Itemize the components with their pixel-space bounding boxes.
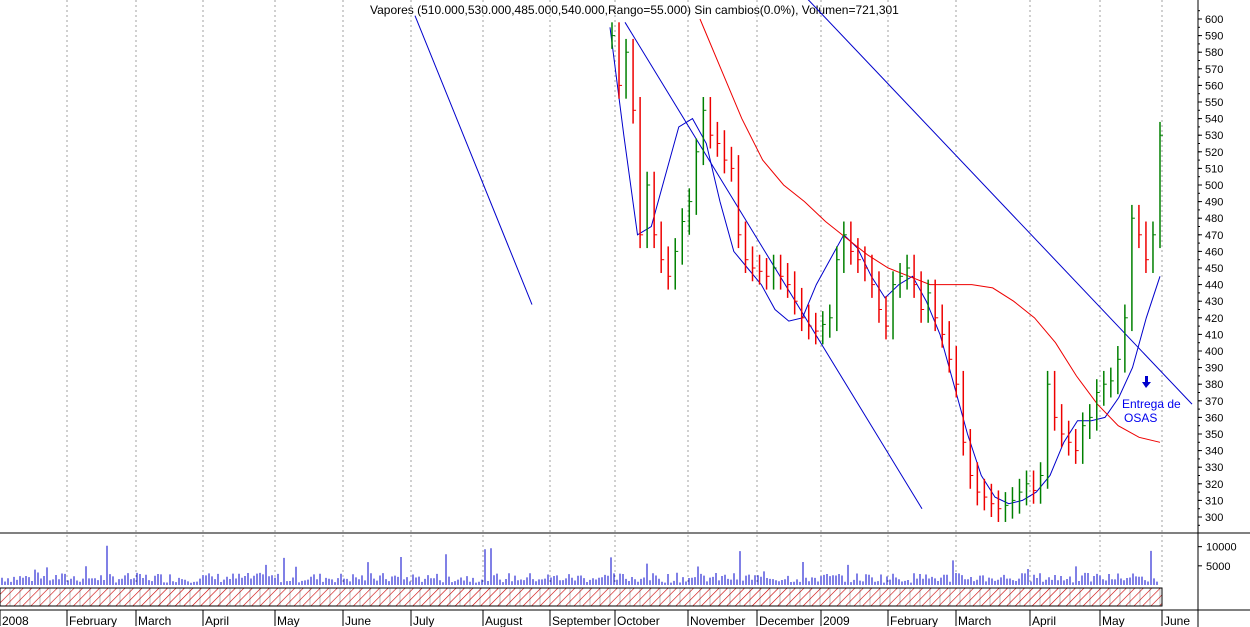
annotation-line1: Entrega de xyxy=(1122,397,1181,411)
y-tick-label: 510 xyxy=(1205,163,1223,175)
y-axis: 300 310 320 330 340 350 360 370 380 390 400 410 420 4… xyxy=(1198,10,1237,573)
x-tick-label: February xyxy=(69,614,117,627)
moving-average-long xyxy=(699,18,1161,443)
trendline xyxy=(807,0,1193,405)
y-tick-label: 580 xyxy=(1205,47,1223,59)
y-tick-label: 540 xyxy=(1205,114,1223,126)
y-tick-label: 470 xyxy=(1205,230,1223,242)
y-tick-label: 430 xyxy=(1205,296,1223,308)
y-tick-label: 570 xyxy=(1205,64,1223,76)
x-tick-label: July xyxy=(413,614,434,627)
annotation-line2: OSAS xyxy=(1124,411,1158,425)
y-tick-label: 480 xyxy=(1205,213,1223,225)
y-tick-label: 500 xyxy=(1205,180,1223,192)
y-tick-label: 440 xyxy=(1205,280,1223,292)
y-tick-label: 360 xyxy=(1205,412,1223,424)
y-tick-label: 380 xyxy=(1205,379,1223,391)
y-tick-label: 410 xyxy=(1205,329,1223,341)
y-tick-label: 560 xyxy=(1205,80,1223,92)
chart-title: Vapores (510.000,530.000,485.000,540.000… xyxy=(370,3,899,17)
y-tick-label: 320 xyxy=(1205,479,1223,491)
y-tick-label: 460 xyxy=(1205,246,1223,258)
x-tick-label: 2009 xyxy=(823,614,850,627)
y-tick-label: 450 xyxy=(1205,263,1223,275)
volume-panel xyxy=(1,545,1158,585)
y-tick-label: 390 xyxy=(1205,363,1223,375)
x-tick-label: February xyxy=(890,614,938,627)
x-tick-label: November xyxy=(690,614,745,627)
vol-tick-label: 5000 xyxy=(1206,561,1230,573)
y-tick-label: 370 xyxy=(1205,396,1223,408)
x-tick-label: April xyxy=(1032,614,1056,627)
x-tick-label: April xyxy=(205,614,229,627)
trendline xyxy=(414,15,533,305)
y-tick-label: 350 xyxy=(1205,429,1223,441)
x-tick-label: May xyxy=(277,614,300,627)
x-tick-label: May xyxy=(1102,614,1125,627)
y-tick-label: 400 xyxy=(1205,346,1223,358)
x-tick-label: June xyxy=(345,614,371,627)
price-bars xyxy=(611,22,1163,522)
up-arrow-icon xyxy=(1142,376,1151,388)
y-tick-label: 550 xyxy=(1205,97,1223,109)
y-tick-label: 330 xyxy=(1205,462,1223,474)
y-tick-label: 520 xyxy=(1205,147,1223,159)
vol-tick-label: 10000 xyxy=(1206,542,1237,554)
y-tick-label: 340 xyxy=(1205,446,1223,458)
x-tick-label: December xyxy=(759,614,814,627)
y-tick-label: 530 xyxy=(1205,130,1223,142)
x-tick-label: August xyxy=(485,614,523,627)
x-axis: 2008 February March April May June July August S… xyxy=(0,610,1190,627)
y-tick-label: 300 xyxy=(1205,512,1223,524)
y-tick-label: 600 xyxy=(1205,14,1223,26)
x-tick-label: October xyxy=(617,614,660,627)
y-tick-label: 590 xyxy=(1205,31,1223,43)
annotation-entrega-osas: Entrega de OSAS xyxy=(1122,397,1181,425)
x-tick-label: June xyxy=(1164,614,1190,627)
x-tick-label: March xyxy=(958,614,991,627)
x-tick-label: 2008 xyxy=(2,614,29,627)
x-tick-label: September xyxy=(552,614,611,627)
y-tick-label: 310 xyxy=(1205,495,1223,507)
x-tick-label: March xyxy=(138,614,171,627)
y-tick-label: 490 xyxy=(1205,197,1223,209)
date-strip xyxy=(0,587,1163,607)
y-tick-label: 420 xyxy=(1205,313,1223,325)
